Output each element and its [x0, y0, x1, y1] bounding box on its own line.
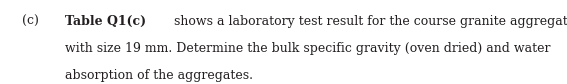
- Text: absorption of the aggregates.: absorption of the aggregates.: [65, 69, 253, 82]
- Text: Table Q1(c): Table Q1(c): [65, 15, 146, 28]
- Text: with size 19 mm. Determine the bulk specific gravity (oven dried) and water: with size 19 mm. Determine the bulk spec…: [65, 42, 551, 55]
- Text: (c): (c): [22, 15, 39, 28]
- Text: shows a laboratory test result for the course granite aggregate: shows a laboratory test result for the c…: [170, 15, 567, 28]
